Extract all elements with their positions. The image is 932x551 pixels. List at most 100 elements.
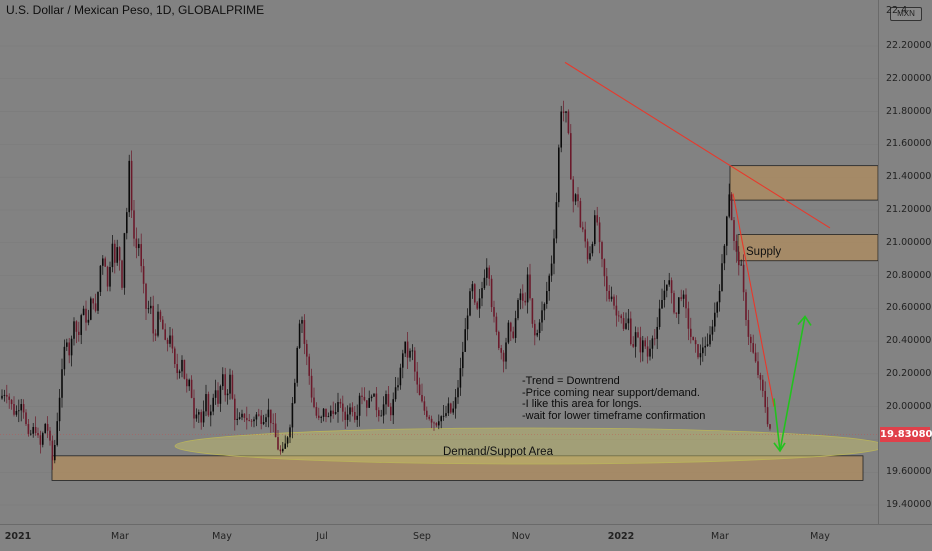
candle-body [289,427,291,438]
candle-body [742,264,745,293]
y-tick-label: 22.4 [886,5,908,16]
candle-body [618,315,620,317]
analysis-notes: -Trend = Downtrend -Price coming near su… [522,375,706,422]
note-line: -Trend = Downtrend [522,375,620,387]
candle-body [87,319,90,323]
candle-body [262,422,265,425]
candle-body [404,341,406,354]
y-tick-label: 20.20000 [886,367,932,379]
candle-body [543,303,546,311]
candle-body [274,423,277,438]
candle-body [270,409,272,424]
candle-body [630,318,632,345]
candle-body [44,423,46,434]
candle-body [85,308,87,323]
candle-body [706,344,709,346]
candle-body [466,315,469,330]
candle-body [591,244,594,254]
currency-badge[interactable]: MXN [890,7,922,21]
candle-body [625,323,627,329]
candle-body [277,437,279,450]
candle-body [346,414,349,420]
candle-body [73,321,75,339]
last-price-tag: 19.83080 [880,427,932,442]
note-line: -wait for lower timeframe confirmation [522,409,706,422]
supply-label: Supply [746,246,782,258]
candle-body [20,404,22,411]
candle-body [171,335,174,349]
y-tick-label: 22.00000 [886,72,932,84]
candle-body [337,402,339,413]
candle-body [414,350,416,372]
candle-body [267,409,270,418]
candle-body [282,448,284,452]
candle-body [97,291,99,311]
candle-body [306,343,308,357]
candle-body [553,238,555,264]
candle-body [445,413,447,416]
candle-body [358,395,361,416]
candle-body [699,353,702,358]
candle-body [18,410,20,412]
y-tick-label: 20.00000 [886,400,932,412]
candle-body [382,404,385,416]
candle-body [433,422,435,424]
y-tick-label: 20.40000 [886,335,932,347]
candle-body [37,433,39,436]
candle-body [622,318,625,329]
candle-body [56,421,58,446]
candle-body [582,227,584,230]
candle-body [322,408,325,417]
candle-body [685,294,687,309]
y-tick-label: 20.80000 [886,269,932,281]
candle-body [538,322,541,334]
support-ellipse [174,427,878,465]
candle-body [505,342,507,362]
candle-body [615,305,618,316]
candle-body [675,312,678,314]
candle-body [260,415,262,425]
candle-body [193,397,195,419]
candle-body [188,379,190,387]
candle-body [555,202,558,239]
candle-body [51,440,54,461]
candle-body [560,111,562,148]
candlestick-chart[interactable] [0,0,878,524]
candle-body [594,215,596,245]
candle-body [572,179,574,202]
candle-body [762,379,764,391]
candle-body [25,412,27,425]
candle-body [190,379,193,398]
x-tick-label: Mar [111,531,129,542]
candle-body [116,247,118,263]
candle-body [361,395,363,397]
candle-body [438,421,440,426]
candle-body [169,335,171,344]
candle-body [229,374,231,394]
candle-body [627,318,630,324]
candle-body [114,243,116,263]
candle-body [718,290,721,303]
candle-body [733,220,735,241]
candle-body [248,420,250,421]
supply_upper-zone [729,165,878,201]
candle-body [178,371,181,374]
candle-body [735,240,738,252]
candle-body [368,398,370,408]
candle-body [344,411,346,420]
candle-body [435,422,438,426]
y-tick-label: 21.80000 [886,105,932,117]
candle-body [598,222,601,243]
y-tick-label: 19.60000 [886,466,932,478]
candle-body [135,238,138,249]
candle-body [642,340,644,353]
candle-body [217,390,219,404]
y-tick-label: 21.60000 [886,138,932,150]
candle-body [759,375,762,380]
candle-body [82,308,85,316]
candle-body [212,397,214,412]
candle-body [159,311,162,320]
time-axis[interactable] [0,524,932,551]
candle-body [745,292,747,320]
candle-body [284,443,286,449]
